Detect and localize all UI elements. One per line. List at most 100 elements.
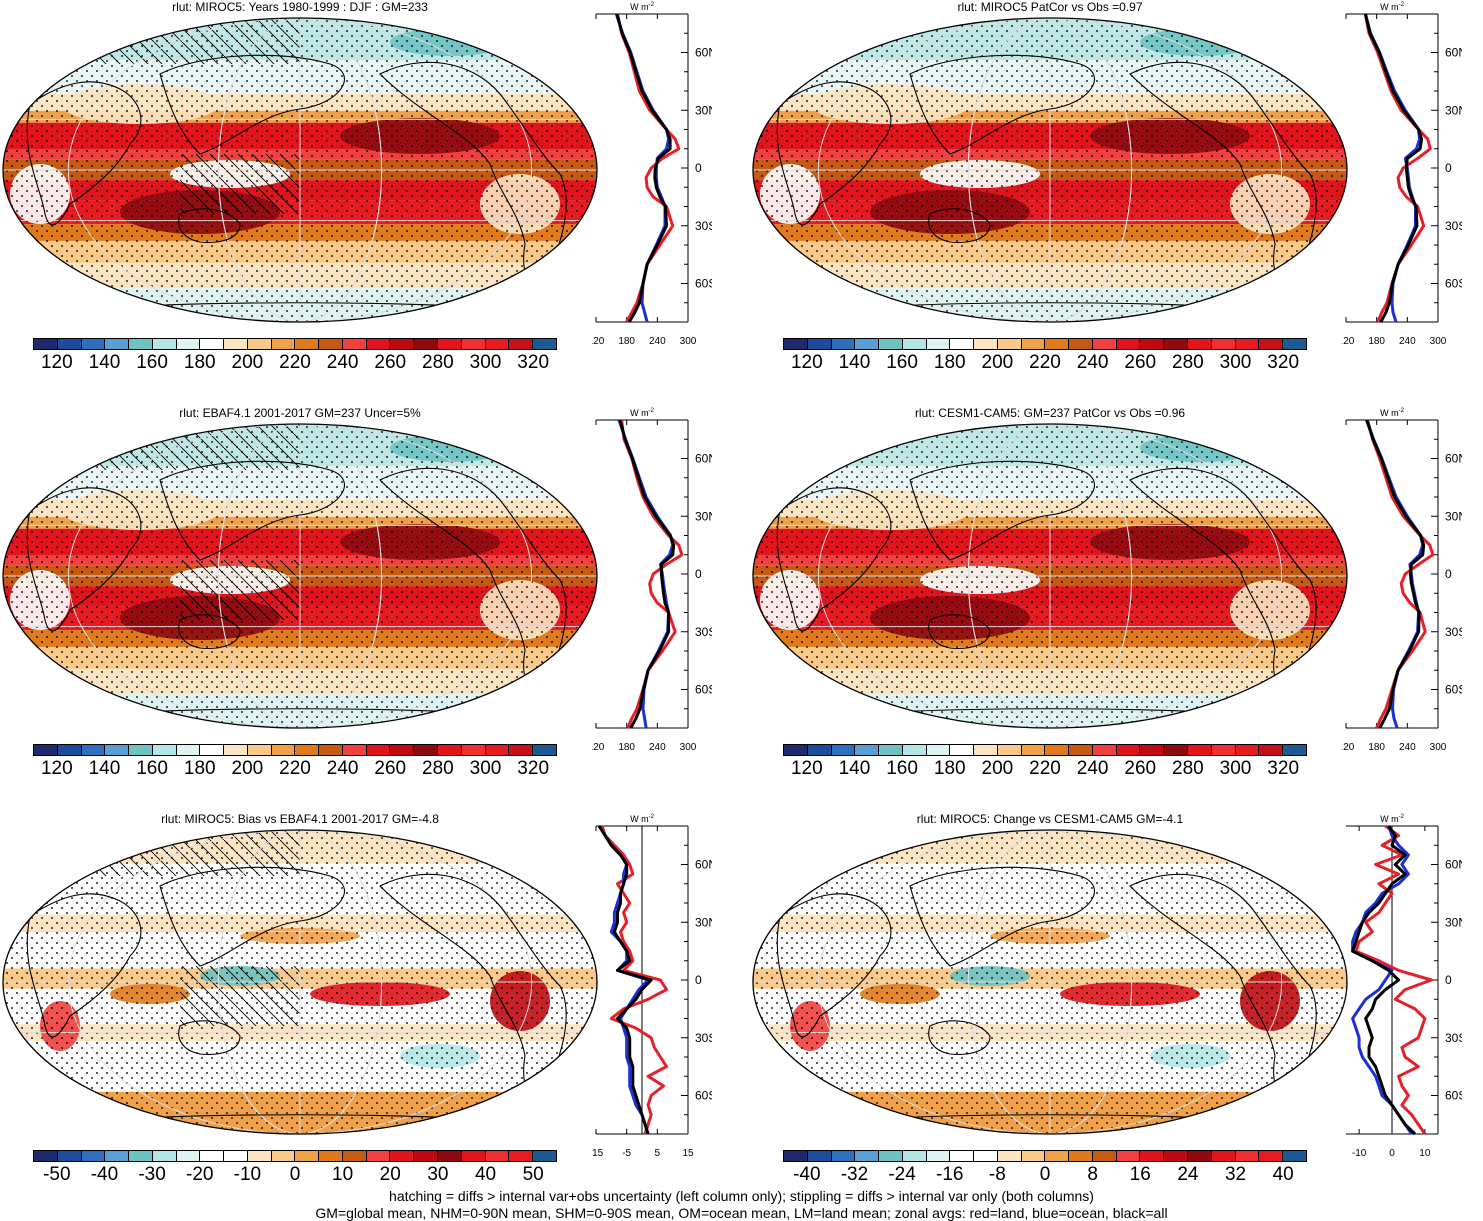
colorbar-tick-label: 300 bbox=[1219, 758, 1252, 779]
colorbar-tick-label: 320 bbox=[517, 352, 550, 373]
colorbar-cell bbox=[438, 745, 462, 755]
colorbar-tick-label: 120 bbox=[40, 758, 73, 779]
x-tick-label: -15 bbox=[592, 1148, 604, 1159]
colorbar-cell bbox=[1092, 1151, 1117, 1161]
hatching bbox=[100, 424, 300, 470]
colorbar-cell bbox=[1188, 339, 1212, 349]
map-gridline bbox=[217, 424, 383, 728]
zonal-line-land bbox=[620, 419, 684, 729]
colorbar-tick-label: 120 bbox=[40, 352, 73, 373]
colorbar-tick-label: 140 bbox=[88, 758, 121, 779]
colorbar-tick-label: 320 bbox=[1267, 352, 1300, 373]
zonal-line-ocean bbox=[1363, 13, 1422, 323]
footer-line-1: hatching = diffs > internal var+obs unce… bbox=[389, 1188, 1094, 1204]
colorbar-tick-label: 160 bbox=[136, 758, 168, 779]
coastline bbox=[909, 54, 1095, 155]
colorbar-tick-label: 280 bbox=[422, 758, 454, 779]
zonal-profile: 60N 30N 0 30S 60S 120 180 240 300 W m-2 bbox=[592, 2, 712, 347]
colorbar-labels: 120 140 160 180 200 220 240 260 280 300 320 bbox=[33, 758, 557, 782]
colorbar-tick-label: 8 bbox=[1087, 1164, 1098, 1185]
panel-title: rlut: MIROC5: Bias vs EBAF4.1 2001-2017 … bbox=[161, 812, 439, 826]
zonal-line-ocean bbox=[597, 825, 650, 1135]
map bbox=[2, 829, 598, 1135]
colorbar-cell bbox=[1140, 745, 1165, 755]
map bbox=[752, 829, 1348, 1135]
colorbar-cell bbox=[1164, 745, 1189, 755]
colorbar-tick-label: 120 bbox=[790, 758, 823, 779]
lat-tick-label: 60S bbox=[695, 277, 712, 291]
lat-tick-label: 30N bbox=[695, 509, 712, 523]
colorbar-cell bbox=[902, 339, 927, 349]
colorbar-cell bbox=[974, 1151, 998, 1161]
x-tick-label: 240 bbox=[1399, 336, 1416, 347]
colorbar-cell bbox=[34, 1151, 58, 1161]
colorbar-cell bbox=[224, 339, 248, 349]
colorbar-cell bbox=[485, 1151, 510, 1161]
colorbar-cell bbox=[1235, 1151, 1260, 1161]
colorbar-cell bbox=[784, 745, 808, 755]
lat-tick-label: 30S bbox=[695, 219, 712, 233]
colorbar-cell bbox=[414, 1151, 439, 1161]
map-gridline bbox=[967, 18, 1133, 322]
lat-tick-label: 30S bbox=[1445, 625, 1462, 639]
colorbar-cell bbox=[1211, 1151, 1236, 1161]
coastline bbox=[178, 208, 241, 243]
colorbar-cell bbox=[247, 745, 272, 755]
lat-tick-label: 60S bbox=[695, 1089, 712, 1103]
colorbar-tick-label: 240 bbox=[1076, 758, 1109, 779]
colorbar-cell bbox=[129, 339, 153, 349]
colorbar-tick-label: 30 bbox=[427, 1164, 449, 1185]
colorbar-labels: -40 -32 -24 -16 -8 0 8 16 24 32 40 bbox=[783, 1164, 1307, 1188]
colorbar-tick-label: 180 bbox=[933, 352, 966, 373]
lat-tick-label: 0 bbox=[1445, 161, 1452, 175]
colorbar-cell bbox=[1164, 339, 1189, 349]
lat-tick-label: 0 bbox=[695, 973, 702, 987]
hatching bbox=[100, 830, 300, 876]
zonal-line-all bbox=[1351, 825, 1417, 1136]
map-outline bbox=[752, 829, 1348, 1135]
x-tick-label: 300 bbox=[680, 742, 697, 753]
colorbar-cell bbox=[1283, 339, 1306, 349]
x-tick-label: -10 bbox=[1352, 1148, 1367, 1159]
colorbar-tick-label: 280 bbox=[1172, 758, 1204, 779]
x-tick-label: 300 bbox=[1430, 742, 1447, 753]
units-label: W m-2 bbox=[630, 814, 654, 824]
x-tick-label: -5 bbox=[622, 1148, 631, 1159]
colorbar-cell bbox=[1211, 339, 1236, 349]
footer-line-2: GM=global mean, NHM=0-90N mean, SHM=0-90… bbox=[315, 1205, 1168, 1221]
colorbar-cell bbox=[997, 1151, 1022, 1161]
lat-tick-label: 60S bbox=[1445, 683, 1462, 697]
colorbar-tick-label: 140 bbox=[838, 352, 871, 373]
colorbar-labels: 120 140 160 180 200 220 240 260 280 300 320 bbox=[783, 352, 1307, 376]
map-gridline bbox=[67, 18, 533, 322]
lat-tick-label: 60N bbox=[695, 46, 712, 60]
map-gridline bbox=[67, 830, 533, 1134]
colorbar-cell bbox=[533, 745, 556, 755]
zonal-line-ocean bbox=[614, 13, 671, 323]
zonal-line-all bbox=[1365, 419, 1426, 729]
colorbar-tick-label: 10 bbox=[332, 1164, 354, 1185]
colorbar-tick-label: 140 bbox=[838, 758, 871, 779]
colorbar-labels: -50 -40 -30 -20 -10 0 10 20 30 40 50 bbox=[33, 1164, 557, 1188]
colorbar-cell bbox=[1259, 1151, 1284, 1161]
colorbar-cell bbox=[1069, 745, 1093, 755]
colorbar-cell bbox=[1021, 745, 1046, 755]
colorbar-cell bbox=[200, 1151, 225, 1161]
colorbar-tick-label: 32 bbox=[1224, 1164, 1247, 1185]
colorbar-tick-label: -30 bbox=[138, 1164, 166, 1185]
units-label: W m-2 bbox=[630, 408, 654, 418]
colorbar-cell bbox=[974, 339, 998, 349]
x-tick-label: 300 bbox=[1430, 336, 1447, 347]
colorbar-cell bbox=[831, 745, 856, 755]
colorbar-tick-label: 220 bbox=[1029, 352, 1061, 373]
colorbar-cell bbox=[1211, 745, 1236, 755]
colorbar-cell bbox=[200, 339, 225, 349]
lat-tick-label: 30S bbox=[1445, 219, 1462, 233]
colorbar-tick-label: -40 bbox=[90, 1164, 119, 1185]
panel-4: rlut: CESM1-CAM5: GM=237 PatCor vs Obs =… bbox=[750, 406, 1483, 806]
colorbar-cell bbox=[57, 339, 82, 349]
zonal-profile: 60N 30N 0 30S 60S 120 180 240 300 W m-2 bbox=[1342, 408, 1462, 753]
colorbar-tick-label: 50 bbox=[522, 1164, 544, 1185]
colorbar-cell bbox=[807, 339, 832, 349]
x-tick-label: 180 bbox=[618, 336, 635, 347]
